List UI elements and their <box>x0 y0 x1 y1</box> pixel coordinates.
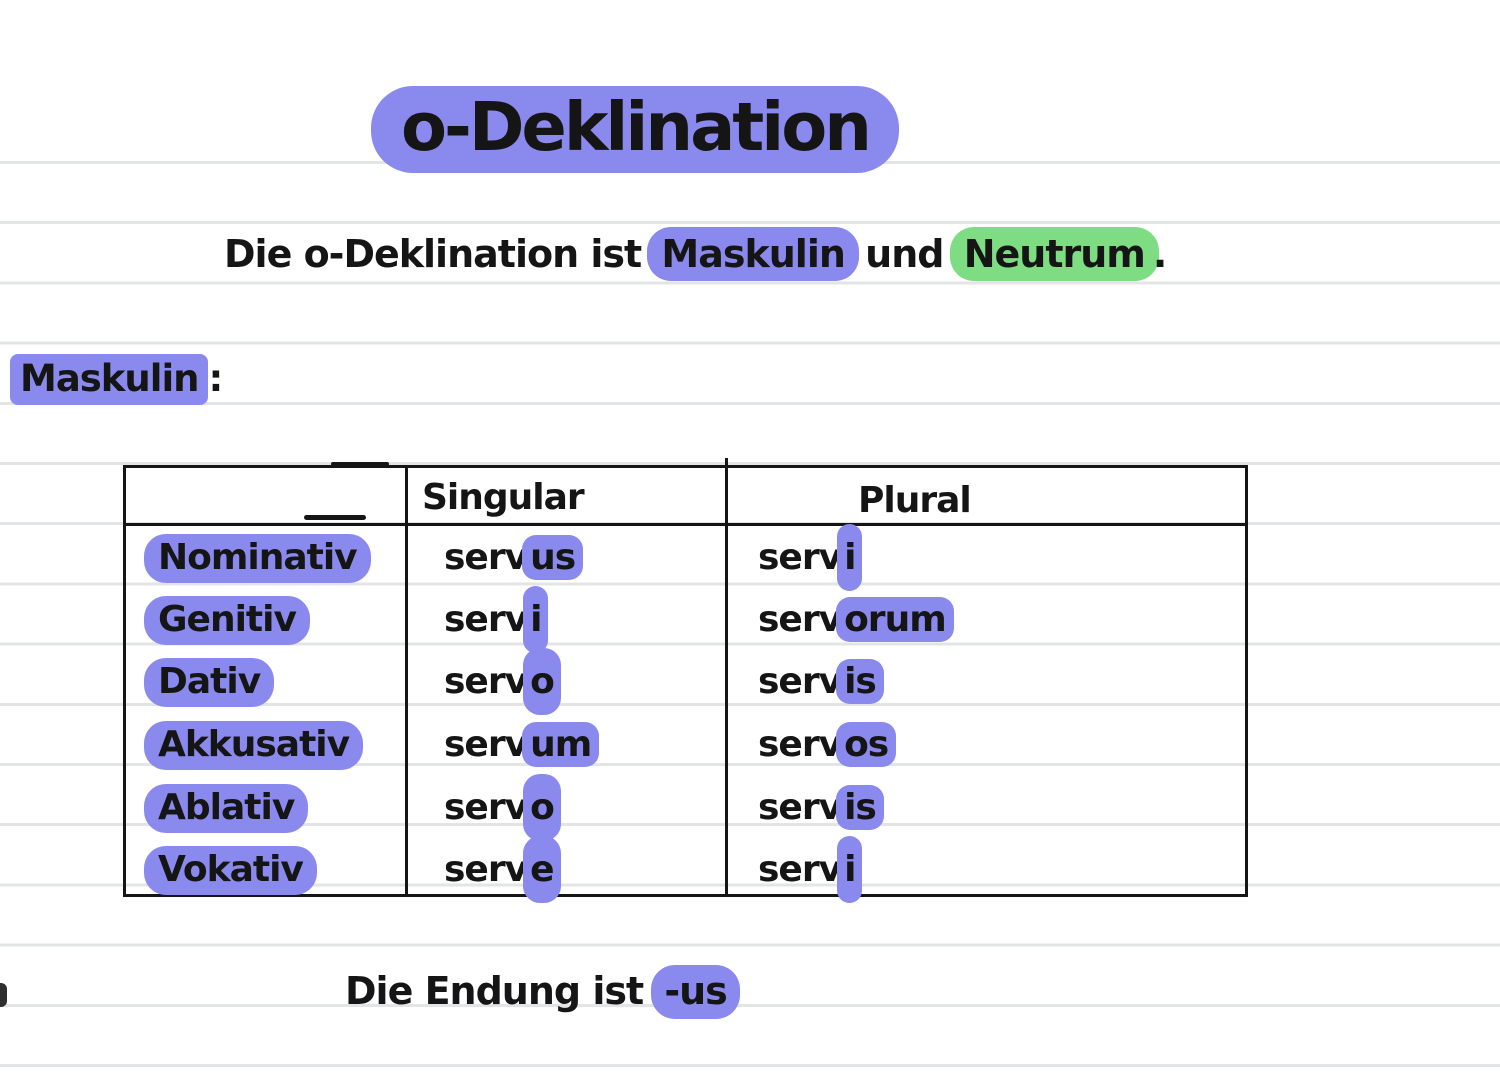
word-stem: serv <box>444 660 528 702</box>
singular-cell: servum <box>408 721 728 767</box>
ending-highlight: o <box>523 773 561 841</box>
ending-highlight: o <box>523 647 561 715</box>
singular-cell: servus <box>408 534 728 580</box>
intro-text-pre: Die o-Deklination ist <box>224 232 654 276</box>
word-stem: serv <box>758 786 842 828</box>
case-cell: Vokativ <box>126 845 408 895</box>
ending-highlight: orum <box>836 596 954 642</box>
word-stem: serv <box>758 660 842 702</box>
word-stem: serv <box>444 598 528 640</box>
pen-stroke-underscore <box>304 515 366 520</box>
ending-highlight: um <box>522 721 600 767</box>
singular-cell: serve <box>408 835 728 903</box>
word-stem: serv <box>444 786 528 828</box>
word-stem: serv <box>758 536 842 578</box>
intro-conjunction: und <box>852 232 956 276</box>
case-cell: Akkusativ <box>126 720 408 770</box>
case-label: Ablativ <box>144 783 309 833</box>
table-row-genitiv: Genitiv servi servorum <box>126 585 1245 653</box>
word-stem: serv <box>444 723 528 765</box>
table-column-divider-1 <box>405 468 408 894</box>
ending-highlight: us <box>522 534 584 580</box>
word-stem: serv <box>758 598 842 640</box>
word-stem: serv <box>758 848 842 890</box>
ending-highlight: is <box>836 658 884 704</box>
ending-highlight: os <box>836 721 897 767</box>
pen-stroke-top <box>331 462 389 466</box>
section-colon: : <box>208 357 223 400</box>
word-stem: serv <box>444 848 528 890</box>
word-stem: serv <box>758 723 842 765</box>
neutrum-highlight: Neutrum <box>949 227 1159 281</box>
table-row-dativ: Dativ servo servis <box>126 647 1245 715</box>
table-column-divider-2 <box>725 458 728 894</box>
section-heading-maskulin: Maskulin: <box>10 354 223 405</box>
case-label: Nominativ <box>144 533 371 583</box>
plural-cell: servi <box>728 523 1245 591</box>
intro-period: . <box>1152 232 1167 276</box>
maskulin-highlight: Maskulin <box>647 227 859 281</box>
table-header-divider <box>124 523 1247 526</box>
table-row-akkusativ: Akkusativ servum servos <box>126 713 1245 775</box>
ending-highlight: i <box>837 523 863 591</box>
case-cell: Nominativ <box>126 533 408 583</box>
ending-highlight: e <box>523 835 561 903</box>
ending-highlight: i <box>837 835 863 903</box>
ending-note: Die Endung ist -us <box>345 965 740 1019</box>
declension-table: Singular Plural Nominativ servus servi G… <box>123 458 1248 903</box>
column-header-singular: Singular <box>422 477 585 518</box>
case-cell: Dativ <box>126 657 408 707</box>
plural-cell: servorum <box>728 596 1245 642</box>
singular-cell: servi <box>408 585 728 653</box>
plural-cell: servis <box>728 658 1245 704</box>
column-header-plural: Plural <box>858 480 972 521</box>
case-label: Genitiv <box>144 595 310 645</box>
table-row-ablativ: Ablativ servo servis <box>126 773 1245 841</box>
case-cell: Ablativ <box>126 783 408 833</box>
section-label-highlight: Maskulin <box>10 354 209 405</box>
title-row: o-Deklination <box>305 86 965 173</box>
intro-sentence: Die o-Deklination ist Maskulin und Neutr… <box>224 227 1167 281</box>
case-label: Akkusativ <box>144 720 364 770</box>
case-label: Dativ <box>144 657 275 707</box>
table-row-nominativ: Nominativ servus servi <box>126 523 1245 591</box>
ending-highlight: is <box>836 784 884 830</box>
case-cell: Genitiv <box>126 595 408 645</box>
plural-cell: servi <box>728 835 1245 903</box>
table-row-vokativ: Vokativ serve servi <box>126 835 1245 903</box>
case-label: Vokativ <box>144 845 317 895</box>
ending-note-pre: Die Endung ist <box>345 969 656 1013</box>
stray-pen-mark <box>0 983 7 1007</box>
word-stem: serv <box>444 536 528 578</box>
plural-cell: servos <box>728 721 1245 767</box>
ending-highlight: i <box>523 585 549 653</box>
singular-cell: servo <box>408 773 728 841</box>
ending-highlight-us: -us <box>651 965 740 1019</box>
plural-cell: servis <box>728 784 1245 830</box>
page-title: o-Deklination <box>370 86 899 173</box>
singular-cell: servo <box>408 647 728 715</box>
